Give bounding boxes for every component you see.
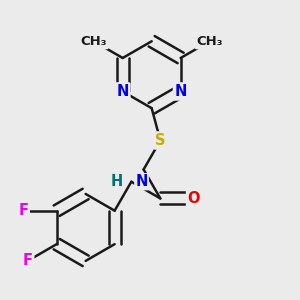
Text: N: N <box>135 174 148 189</box>
Text: S: S <box>155 133 166 148</box>
Text: CH₃: CH₃ <box>80 35 107 48</box>
Text: F: F <box>23 254 33 268</box>
Text: H: H <box>111 174 123 189</box>
Text: F: F <box>18 203 28 218</box>
Text: N: N <box>116 84 129 99</box>
Text: N: N <box>175 84 187 99</box>
Text: CH₃: CH₃ <box>196 35 223 48</box>
Text: O: O <box>188 191 200 206</box>
